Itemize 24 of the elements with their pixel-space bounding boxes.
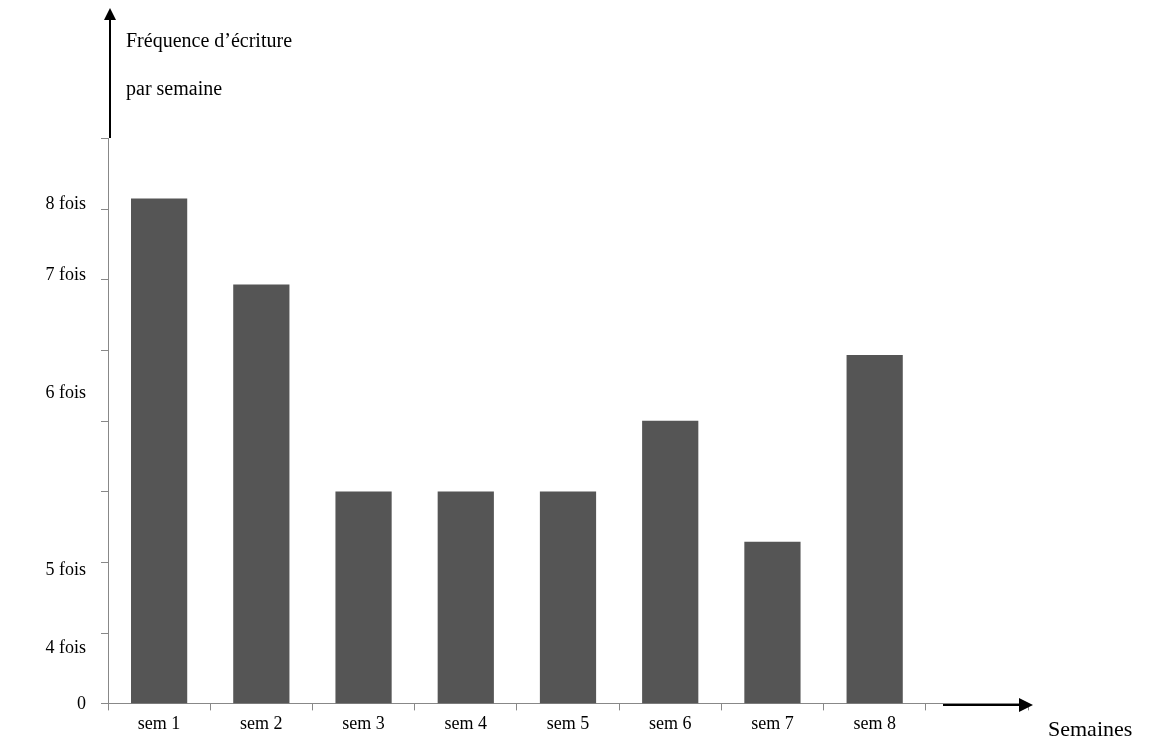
x-tick-label: sem 6	[648, 712, 692, 733]
text: 4 fois	[44, 637, 86, 658]
text: 6 fois	[44, 381, 86, 402]
bar	[233, 284, 290, 704]
bar	[335, 491, 392, 704]
bar	[539, 491, 597, 704]
text: 0	[76, 693, 86, 714]
bar	[846, 355, 903, 704]
text: 8 fois	[44, 193, 86, 214]
bar	[744, 541, 801, 704]
x-tick-label: sem 1	[137, 712, 181, 733]
x-tick-label: sem 3	[342, 712, 385, 733]
x-tick-label: sem 7	[751, 712, 794, 733]
x-axis-title: Semaines	[1048, 716, 1133, 742]
text: 7 fois	[44, 263, 86, 284]
bar	[131, 198, 188, 704]
text: Fréquence d’écriture par semaine	[126, 29, 293, 99]
x-tick-label: sem 5	[546, 712, 590, 733]
bar	[642, 420, 699, 704]
bar	[437, 491, 494, 704]
x-tick-label: sem 2	[240, 712, 283, 733]
x-tick-label: sem 8	[853, 712, 896, 733]
x-tick-label: sem 4	[444, 712, 488, 733]
text: 5 fois	[44, 558, 86, 579]
